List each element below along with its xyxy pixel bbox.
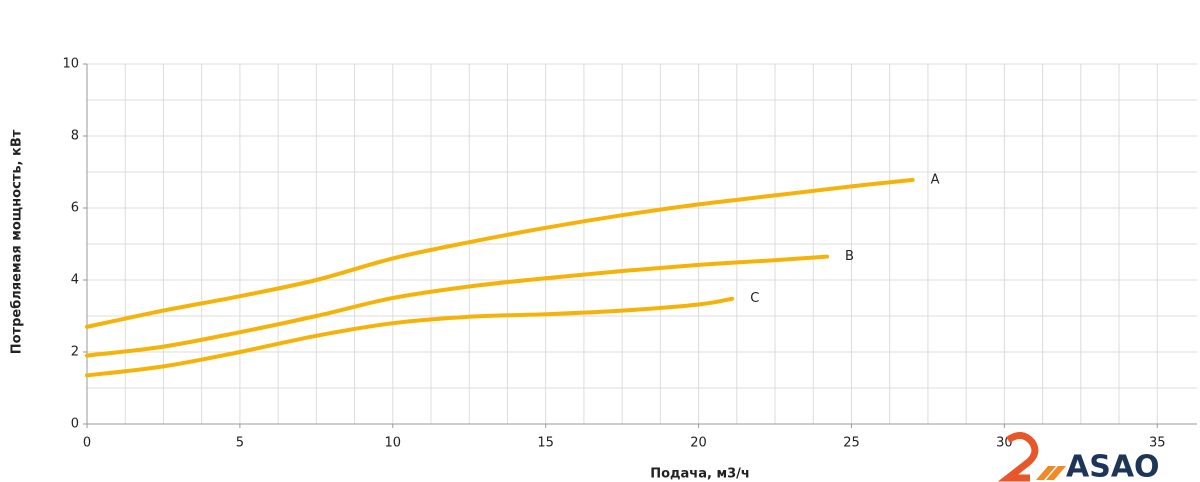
series-label: A — [931, 172, 940, 187]
y-tick-label: 0 — [71, 417, 79, 432]
y-tick-label: 4 — [71, 273, 79, 288]
x-tick-label: 20 — [690, 436, 707, 451]
y-tick-label: 8 — [71, 129, 79, 144]
y-tick-label: 10 — [62, 57, 79, 72]
logo-icon — [997, 432, 1039, 482]
x-tick-label: 5 — [236, 436, 244, 451]
series-line — [85, 177, 915, 329]
y-axis-title: Потребляемая мощность, кВт — [10, 129, 25, 354]
series-label: B — [845, 249, 854, 264]
y-tick-label: 2 — [71, 345, 79, 360]
series-label: C — [750, 291, 759, 306]
x-tick-label: 25 — [843, 436, 860, 451]
logo: ASAO — [997, 432, 1160, 482]
y-tick-label: 6 — [71, 201, 79, 216]
logo-text: ASAO — [1066, 450, 1160, 482]
logo-stripes — [1036, 466, 1066, 480]
x-tick-label: 0 — [83, 436, 91, 451]
series-line — [85, 254, 829, 358]
x-tick-label: 10 — [385, 436, 402, 451]
x-tick-label: 35 — [1149, 436, 1166, 451]
x-tick-label: 15 — [537, 436, 554, 451]
series-line — [85, 296, 735, 378]
x-axis-title: Подача, м3/ч — [650, 467, 750, 482]
